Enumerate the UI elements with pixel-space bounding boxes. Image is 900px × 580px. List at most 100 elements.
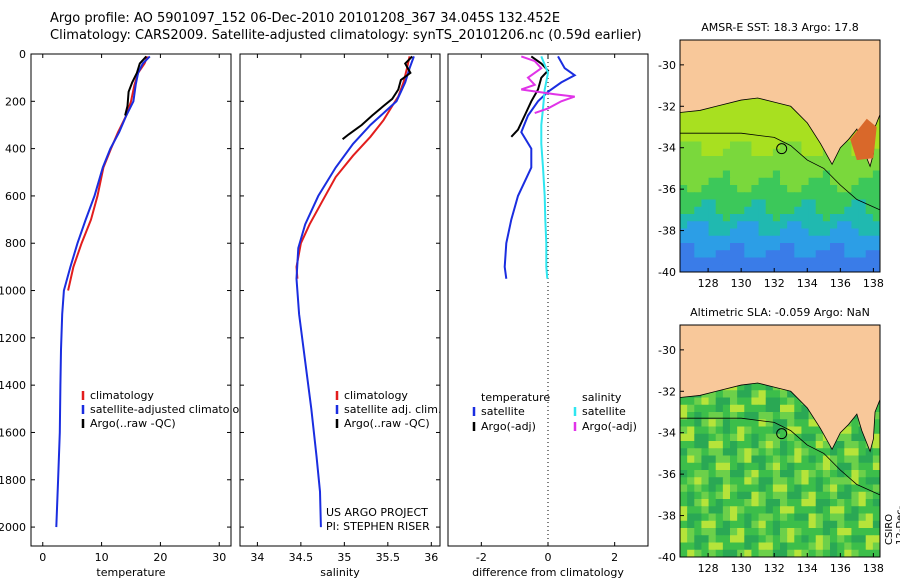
map-cell [780,257,788,266]
map-cell [694,177,703,186]
map-cell [680,170,688,179]
map-cell [780,513,788,522]
map-cell [858,243,867,251]
map-cell [737,542,745,551]
map-cell [844,192,853,201]
map-cell [737,257,745,266]
map-cell [708,542,717,551]
map-cell [687,484,695,493]
x-tick-label: 134 [797,277,818,290]
project-annotation: US ARGO PROJECT [326,506,428,519]
map-cell [844,156,853,164]
map-cell [865,177,874,186]
map-cell [851,206,860,215]
map-cell [744,199,753,208]
map-cell [872,206,880,215]
map-cell [687,257,695,266]
y-tick-label: -30 [658,344,676,357]
map-cell [751,185,760,193]
map-cell [722,448,731,457]
y-tick-label: 400 [5,143,26,156]
map-cell [715,257,724,266]
map-cell [701,397,710,406]
map-cell [744,98,753,106]
map-cell [694,448,703,457]
map-cell [744,105,753,114]
map-cell [830,513,838,522]
map-cell [830,455,838,464]
map-cell [708,462,717,471]
map-cell [837,477,845,486]
map-cell [758,390,767,399]
map-cell [865,477,874,486]
map-cell [872,426,880,435]
map-cell [808,163,817,172]
map-cell [801,520,810,529]
map-cell [722,170,731,179]
map-cell [844,170,853,179]
map-cell [837,542,845,551]
map-cell [794,404,803,413]
chart-salinity: 34 34.5 35 35.5 36 salinity climatologysatelli… [239,53,441,579]
map-cell [801,177,810,186]
map-cell [737,177,745,186]
map-cell [794,257,803,266]
map-cell [744,148,753,157]
map-cell [822,455,831,464]
map-cell [687,513,695,522]
map-cell [808,462,817,471]
map-cell [772,535,781,544]
map-cell [787,170,795,179]
map-cell [844,477,853,486]
map-cell [758,192,767,201]
map-cell [765,542,774,551]
map-cell [765,455,774,464]
map-cell [701,127,710,135]
map-cell [715,105,724,114]
y-tick-label: -38 [658,510,676,523]
map-cell [872,250,880,259]
map-cell [708,491,717,500]
x-tick-label: 132 [764,562,785,575]
map-cell [722,112,731,121]
map-cell [765,484,774,493]
map-cell [722,235,731,244]
map-cell [751,441,760,449]
y-tick-label: 200 [5,95,26,108]
map-cell [737,185,745,193]
map-cell [758,491,767,500]
map-cell [680,426,688,435]
map-cell [844,491,853,500]
map-cell [701,506,710,515]
map-cell [844,441,853,449]
map-cell [830,170,838,179]
map-cell [701,441,710,449]
map-cell [715,199,724,208]
map-cell [865,192,874,201]
map-cell [680,199,688,208]
map-cell [822,441,831,449]
map-cell [787,412,795,420]
map-cell [730,206,738,215]
map-cell [758,250,767,259]
map-cell [694,228,703,237]
map-cell [737,156,745,164]
map-cell [722,520,731,529]
map-cell [787,206,795,215]
map-cell [765,119,774,128]
map-cell [730,441,738,449]
map-cell [715,170,724,179]
map-cell [751,235,760,244]
map-cell [751,462,760,471]
map-cell [751,119,760,128]
map-cell [694,141,703,150]
map-cell [701,170,710,179]
x-tick-label: 0 [39,551,46,564]
map-cell [758,257,767,266]
map-cell [758,542,767,551]
map-cell [787,470,795,478]
map-cell [872,419,880,428]
map-cell [751,134,760,143]
map-cell [687,156,695,164]
map-cell [787,250,795,259]
